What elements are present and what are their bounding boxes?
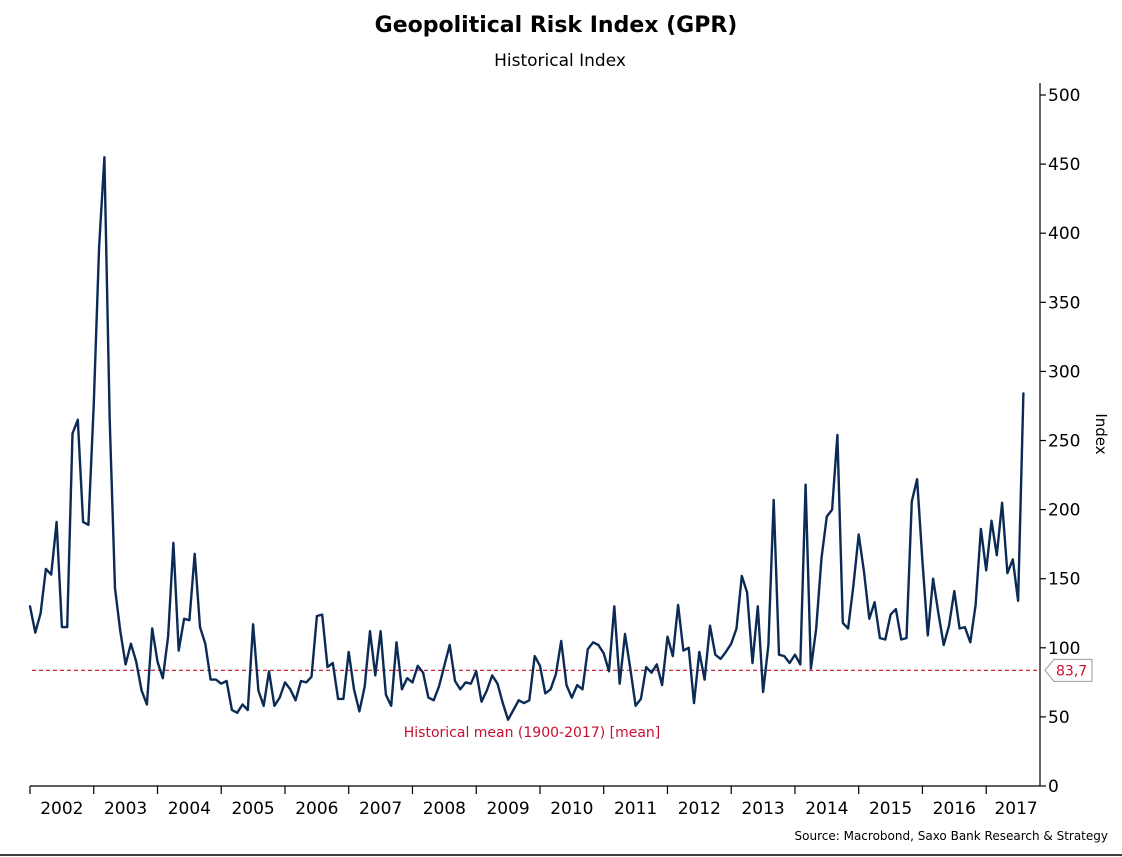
source-note: Source: Macrobond, Saxo Bank Research & … (795, 829, 1108, 843)
mean-value-label: 83,7 (1056, 663, 1087, 679)
y-tick-label: 400 (1048, 224, 1080, 244)
x-tick-label: 2017 (994, 799, 1037, 819)
mean-reference: 83,7 Historical mean (1900-2017) [mean] (32, 658, 1093, 741)
x-tick-label: 2009 (486, 799, 529, 819)
x-tick-label: 2010 (550, 799, 593, 819)
y-tick-label: 50 (1048, 708, 1070, 728)
y-axis-title: Index (1092, 413, 1110, 454)
x-tick-label: 2013 (741, 799, 784, 819)
x-tick-label: 2006 (295, 799, 338, 819)
chart-title: Geopolitical Risk Index (GPR) (375, 13, 738, 38)
mean-line-label: Historical mean (1900-2017) [mean] (404, 725, 661, 741)
x-tick-label: 2003 (104, 799, 147, 819)
x-tick-label: 2016 (933, 799, 976, 819)
series-group (28, 155, 1025, 721)
x-tick-label: 2008 (423, 799, 466, 819)
x-tick-label: 2005 (231, 799, 274, 819)
x-tick-label: 2011 (614, 799, 657, 819)
x-tick-label: 2007 (359, 799, 402, 819)
y-tick-label: 100 (1048, 639, 1080, 659)
x-tick-label: 2012 (678, 799, 721, 819)
x-tick-label: 2015 (869, 799, 912, 819)
y-tick-label: 500 (1048, 86, 1080, 106)
y-tick-label: 250 (1048, 432, 1080, 452)
y-tick-label: 0 (1048, 777, 1059, 797)
x-tick-label: 2014 (805, 799, 848, 819)
x-tick-label: 2004 (168, 799, 211, 819)
series-line-gpr (28, 155, 1025, 721)
x-tick-label: 2002 (40, 799, 83, 819)
y-tick-label: 300 (1048, 362, 1080, 382)
y-axis: 0 50 100 150 200 250 300 350 400 450 500 (1039, 83, 1080, 797)
y-tick-label: 200 (1048, 501, 1080, 521)
x-axis: 2002 2003 2004 2005 2006 2007 2008 2009 2010 2011… (29, 785, 1040, 819)
y-tick-label: 450 (1048, 155, 1080, 175)
chart-subtitle: Historical Index (494, 51, 626, 71)
mean-value-badge (1044, 658, 1093, 682)
y-tick-label: 150 (1048, 570, 1080, 590)
y-tick-label: 350 (1048, 293, 1080, 313)
